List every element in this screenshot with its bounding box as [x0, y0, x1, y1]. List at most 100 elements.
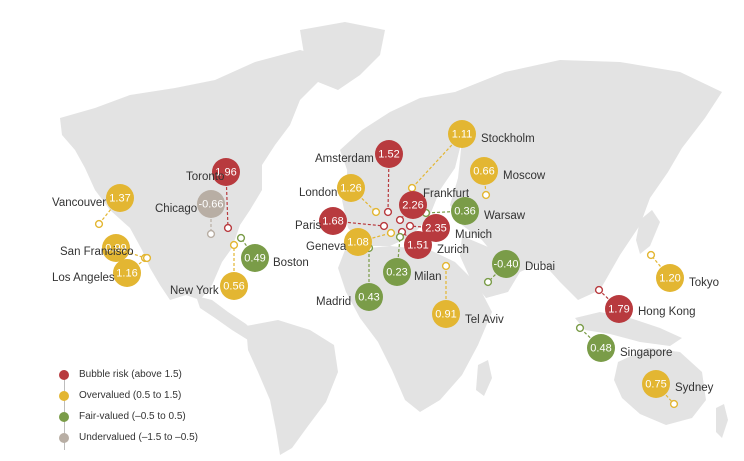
land-north-america: [60, 50, 330, 300]
san-francisco-bubble: 0.99: [102, 234, 130, 262]
chicago-value: -0.66: [198, 199, 223, 211]
legend-label: Fair-valued (–0.5 to 0.5): [79, 411, 186, 422]
toronto-label: Toronto: [186, 171, 224, 183]
singapore-value-badge: [587, 334, 615, 362]
tel-aviv-location-marker: [441, 261, 451, 271]
frankfurt-bubble: 2.26: [399, 191, 427, 219]
hong-kong-bubble: 1.79: [605, 295, 633, 323]
legend-dot-fair-valued: [59, 411, 69, 422]
new-york-value-badge: [220, 272, 248, 300]
legend-dot-undervalued: [59, 432, 69, 443]
legend-item-bubble-risk: Bubble risk (above 1.5): [56, 364, 316, 385]
munich-label: Munich: [455, 229, 492, 241]
moscow-location-marker: [481, 190, 491, 200]
paris-location-marker: [379, 221, 389, 231]
dubai-value-badge: [492, 250, 520, 278]
moscow-value-badge: [470, 157, 498, 185]
tokyo-location-marker: [646, 250, 656, 260]
hong-kong-connector: [598, 289, 620, 310]
chicago-bubble: -0.66: [197, 190, 225, 218]
legend-item-undervalued: Undervalued (–1.5 to –0.5): [56, 427, 316, 448]
moscow-label: Moscow: [503, 170, 546, 182]
milan-label: Milan: [414, 271, 441, 283]
paris-value: 1.68: [322, 216, 343, 228]
zurich-label: Zurich: [437, 244, 469, 256]
legend-item-fair-valued: Fair-valued (–0.5 to 0.5): [56, 406, 316, 427]
hong-kong-location-marker: [594, 285, 604, 295]
los-angeles-value: 1.16: [116, 268, 137, 280]
stockholm-bubble: 1.11: [448, 120, 476, 148]
paris-label: Paris: [295, 220, 321, 232]
warsaw-value-badge: [451, 197, 479, 225]
sydney-location-marker: [669, 399, 679, 409]
hong-kong-label: Hong Kong: [638, 306, 696, 318]
legend-label: Bubble risk (above 1.5): [79, 369, 182, 380]
vancouver-location-marker: [94, 219, 104, 229]
los-angeles-value-badge: [113, 259, 141, 287]
moscow-bubble: 0.66: [470, 157, 498, 185]
moscow-value: 0.66: [473, 166, 494, 178]
boston-value: 0.49: [244, 253, 265, 265]
paris-bubble: 1.68: [319, 207, 347, 235]
milan-location-marker: [395, 232, 405, 242]
boston-label: Boston: [273, 257, 309, 269]
san-francisco-label: San Francisco: [60, 246, 134, 258]
stockholm-label: Stockholm: [481, 133, 535, 145]
vancouver-value-badge: [106, 184, 134, 212]
boston-location-marker: [236, 233, 246, 243]
tel-aviv-value: 0.91: [435, 309, 456, 321]
geneva-bubble: 1.08: [344, 228, 372, 256]
tel-aviv-value-badge: [432, 300, 460, 328]
toronto-value: 1.96: [215, 167, 236, 179]
amsterdam-bubble: 1.52: [375, 140, 403, 168]
munich-bubble: 2.35: [422, 214, 450, 242]
frankfurt-label: Frankfurt: [423, 188, 470, 200]
san-francisco-value: 0.99: [105, 243, 126, 255]
stockholm-location-marker: [407, 183, 417, 193]
tokyo-bubble: 1.20: [656, 264, 684, 292]
amsterdam-label: Amsterdam: [315, 153, 374, 165]
tel-aviv-bubble: 0.91: [432, 300, 460, 328]
sydney-connector: [655, 383, 675, 405]
sydney-value: 0.75: [645, 379, 666, 391]
land-asia: [450, 60, 722, 300]
amsterdam-value-badge: [375, 140, 403, 168]
zurich-value: 1.51: [407, 240, 428, 252]
land-south-america: [246, 320, 338, 455]
legend-connector-line: [64, 370, 65, 450]
land-europe: [340, 92, 470, 246]
warsaw-bubble: 0.36: [451, 197, 479, 225]
sydney-bubble: 0.75: [642, 370, 670, 398]
stockholm-value-badge: [448, 120, 476, 148]
toronto-bubble: 1.96: [212, 158, 240, 186]
chicago-value-badge: [197, 190, 225, 218]
geneva-label: Geneva: [306, 241, 347, 253]
hong-kong-value-badge: [605, 295, 633, 323]
toronto-location-marker: [223, 223, 233, 233]
amsterdam-value: 1.52: [378, 149, 399, 161]
munich-value-badge: [422, 214, 450, 242]
vancouver-label: Vancouver: [52, 197, 106, 209]
legend-dot-overvalued: [59, 390, 69, 401]
london-bubble: 1.26: [337, 174, 365, 202]
geneva-value: 1.08: [347, 237, 368, 249]
paris-connector: [332, 220, 385, 227]
zurich-value-badge: [404, 231, 432, 259]
dubai-location-marker: [483, 277, 493, 287]
new-york-value: 0.56: [223, 281, 244, 293]
land-madagascar: [476, 360, 492, 396]
los-angeles-location-marker: [142, 253, 152, 263]
zurich-bubble: 1.51: [404, 231, 432, 259]
frankfurt-location-marker: [395, 215, 405, 225]
new-york-label: New York: [170, 285, 219, 297]
singapore-label: Singapore: [620, 347, 672, 359]
los-angeles-bubble: 1.16: [113, 259, 141, 287]
milan-value: 0.23: [386, 267, 407, 279]
land-new-zealand: [716, 404, 728, 438]
tokyo-value: 1.20: [659, 273, 680, 285]
frankfurt-value-badge: [399, 191, 427, 219]
singapore-location-marker: [575, 323, 585, 333]
warsaw-value: 0.36: [454, 206, 475, 218]
singapore-value: 0.48: [590, 343, 611, 355]
